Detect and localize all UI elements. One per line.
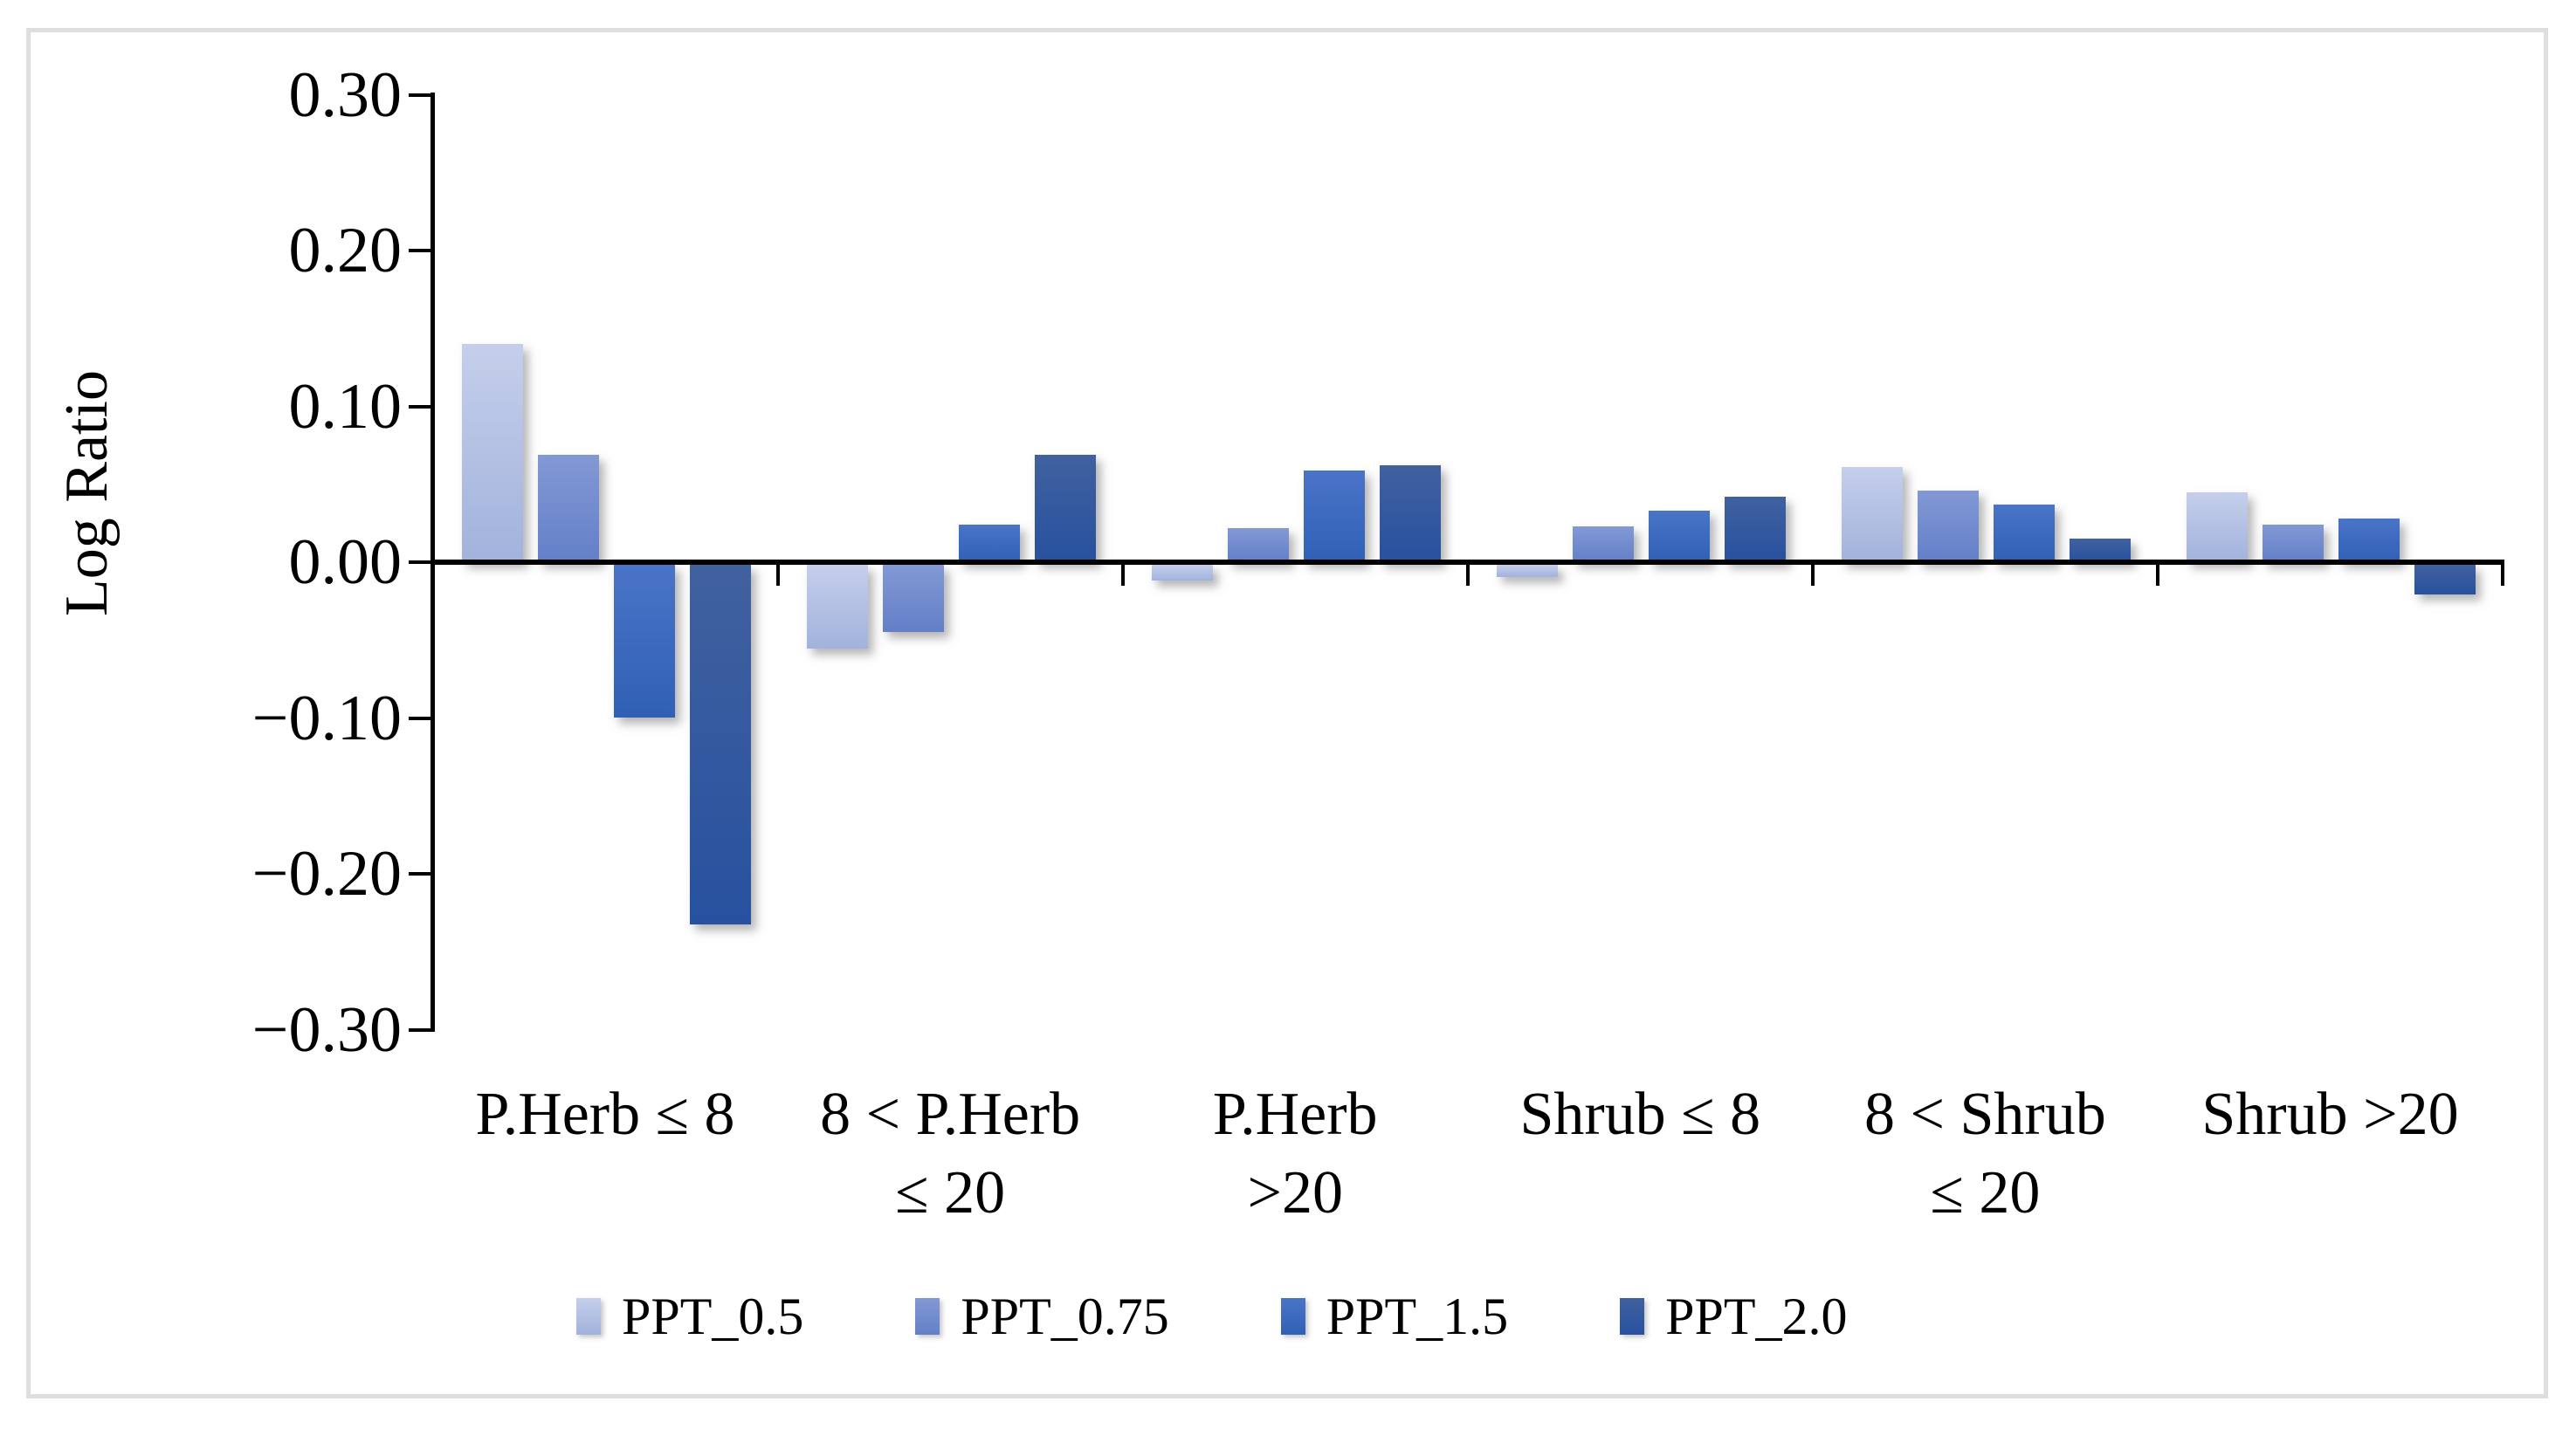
bar-PPT_0.75-8 < P.Herb ≤ 20: [882, 565, 944, 632]
legend: PPT_0.5 PPT_0.75 PPT_1.5 PPT_2.0: [576, 1290, 1848, 1343]
category-label-line: >20: [1247, 1159, 1343, 1226]
y-axis-tick: [409, 249, 431, 252]
x-axis-tick: [1465, 563, 1470, 586]
x-axis-tick: [2155, 563, 2159, 586]
y-axis-tick: [409, 404, 431, 409]
y-axis-tick: [409, 560, 431, 564]
legend-item-PPT_1.5: PPT_1.5: [1280, 1288, 1509, 1345]
bar-PPT_0.5-P.Herb ≤ 8: [461, 344, 523, 562]
y-tick-label: −0.20: [251, 838, 402, 910]
y-axis-title: Log Ratio: [53, 370, 121, 616]
bar-PPT_0.75-8 < Shrub ≤ 20: [1917, 490, 1979, 562]
legend-swatch-icon: [915, 1298, 940, 1335]
legend-label: PPT_1.5: [1326, 1288, 1509, 1345]
category-label-line: ≤ 20: [895, 1159, 1006, 1226]
bar-PPT_0.5-8 < P.Herb ≤ 20: [806, 565, 868, 649]
legend-label: PPT_2.0: [1665, 1288, 1848, 1345]
category-label: P.Herb ≤ 8: [476, 1075, 735, 1154]
bar-PPT_1.5-Shrub ≤ 8: [1648, 511, 1710, 562]
x-axis-tick: [1120, 563, 1125, 586]
y-tick-label: −0.30: [251, 993, 402, 1066]
legend-item-PPT_0.75: PPT_0.75: [915, 1288, 1169, 1345]
bar-PPT_0.75-Shrub >20: [2262, 525, 2324, 562]
category-label: 8 < P.Herb ≤ 20: [820, 1075, 1080, 1233]
x-axis-line: [430, 560, 2504, 565]
bar-PPT_0.75-P.Herb >20: [1227, 527, 1289, 562]
legend-label: PPT_0.75: [961, 1288, 1169, 1345]
figure-border: [26, 28, 2548, 1398]
x-axis-tick: [775, 563, 780, 586]
y-axis-tick: [409, 93, 431, 97]
bar-PPT_0.5-Shrub ≤ 8: [1496, 565, 1558, 578]
bar-PPT_1.5-8 < P.Herb ≤ 20: [958, 525, 1020, 562]
category-label-line: Shrub >20: [2201, 1081, 2459, 1148]
category-label-line: ≤ 20: [1930, 1159, 2041, 1226]
bar-PPT_2.0-P.Herb ≤ 8: [689, 565, 751, 925]
bar-PPT_2.0-Shrub >20: [2414, 565, 2476, 594]
category-label-line: P.Herb: [1212, 1081, 1378, 1148]
category-label: Shrub >20: [2201, 1075, 2458, 1154]
bar-PPT_0.5-8 < Shrub ≤ 20: [1841, 467, 1903, 562]
category-label: 8 < Shrub ≤ 20: [1864, 1075, 2106, 1233]
bar-PPT_1.5-Shrub >20: [2338, 519, 2400, 562]
bar-PPT_2.0-P.Herb >20: [1379, 465, 1441, 562]
y-tick-label: 0.00: [288, 526, 403, 598]
legend-item-PPT_2.0: PPT_2.0: [1620, 1288, 1848, 1345]
y-axis-tick: [409, 872, 431, 876]
bar-PPT_0.5-Shrub >20: [2186, 491, 2248, 562]
category-label-line: Shrub ≤ 8: [1519, 1081, 1761, 1148]
y-tick-label: 0.10: [288, 370, 403, 443]
bar-PPT_1.5-P.Herb ≤ 8: [613, 565, 675, 718]
y-axis-tick: [409, 1027, 431, 1032]
legend-swatch-icon: [576, 1298, 601, 1335]
bar-PPT_1.5-P.Herb >20: [1303, 470, 1365, 562]
bar-PPT_2.0-8 < Shrub ≤ 20: [2069, 539, 2131, 562]
legend-label: PPT_0.5: [622, 1288, 804, 1345]
x-axis-tick: [2501, 563, 2504, 586]
y-axis-tick: [409, 716, 431, 720]
y-tick-label: −0.10: [251, 682, 402, 754]
bar-PPT_1.5-8 < Shrub ≤ 20: [1993, 504, 2055, 562]
x-axis-tick: [1810, 563, 1815, 586]
legend-swatch-icon: [1620, 1298, 1645, 1335]
category-label-line: 8 < P.Herb: [820, 1081, 1081, 1148]
legend-item-PPT_0.5: PPT_0.5: [576, 1290, 803, 1343]
bar-PPT_0.75-P.Herb ≤ 8: [537, 454, 599, 562]
category-label: Shrub ≤ 8: [1519, 1075, 1760, 1154]
bar-PPT_0.75-Shrub ≤ 8: [1572, 526, 1634, 562]
legend-swatch-icon: [1280, 1298, 1305, 1335]
category-label: P.Herb >20: [1213, 1075, 1378, 1233]
category-label-line: 8 < Shrub: [1864, 1081, 2106, 1148]
y-tick-label: 0.30: [288, 58, 403, 131]
category-label-line: P.Herb ≤ 8: [475, 1081, 735, 1148]
bar-PPT_2.0-8 < P.Herb ≤ 20: [1034, 454, 1096, 562]
bar-PPT_0.5-P.Herb >20: [1151, 565, 1213, 581]
y-tick-label: 0.20: [288, 215, 403, 286]
bar-PPT_2.0-Shrub ≤ 8: [1724, 497, 1786, 562]
